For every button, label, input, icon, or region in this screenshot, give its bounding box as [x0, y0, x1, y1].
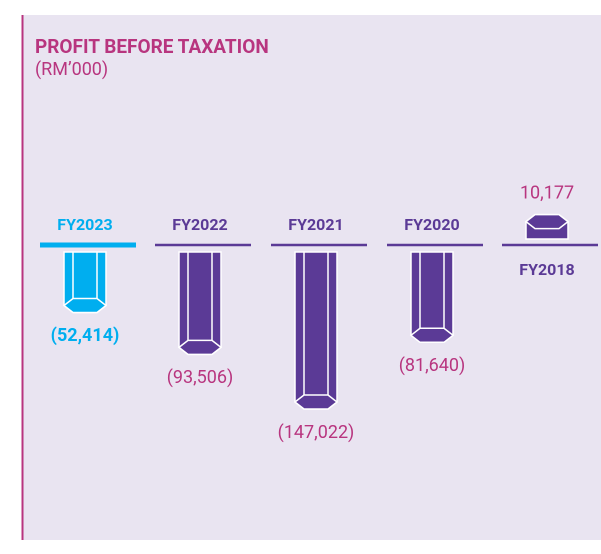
- bar: [294, 251, 338, 410]
- value-label: (93,506): [167, 367, 234, 388]
- value-label: (81,640): [399, 355, 466, 376]
- value-label: 10,177: [520, 182, 574, 203]
- value-label: (52,414): [51, 325, 120, 346]
- value-label: (147,022): [278, 422, 355, 443]
- bar-group: FY2018 10,177: [502, 182, 598, 279]
- category-label: FY2022: [172, 215, 227, 234]
- category-label: FY2020: [404, 215, 459, 234]
- bar-group: FY2023 (52,414): [40, 215, 136, 346]
- bar-cap: [177, 339, 223, 356]
- chart-title: PROFIT BEFORE TAXATION: [35, 35, 269, 58]
- bar-cap: [62, 297, 108, 314]
- category-label: FY2023: [57, 215, 112, 234]
- bar-cap: [293, 394, 339, 410]
- bar-group: FY2022 (93,506): [155, 215, 251, 388]
- category-label: FY2018: [519, 260, 574, 279]
- chart-subtitle: (RM’000): [35, 59, 108, 80]
- bar-group: FY2020 (81,640): [387, 215, 483, 376]
- bar-group: FY2021 (147,022): [271, 215, 367, 443]
- category-label: FY2021: [288, 215, 343, 234]
- bar-cap: [524, 213, 570, 230]
- bar-cap: [409, 327, 455, 344]
- bar: [178, 251, 222, 356]
